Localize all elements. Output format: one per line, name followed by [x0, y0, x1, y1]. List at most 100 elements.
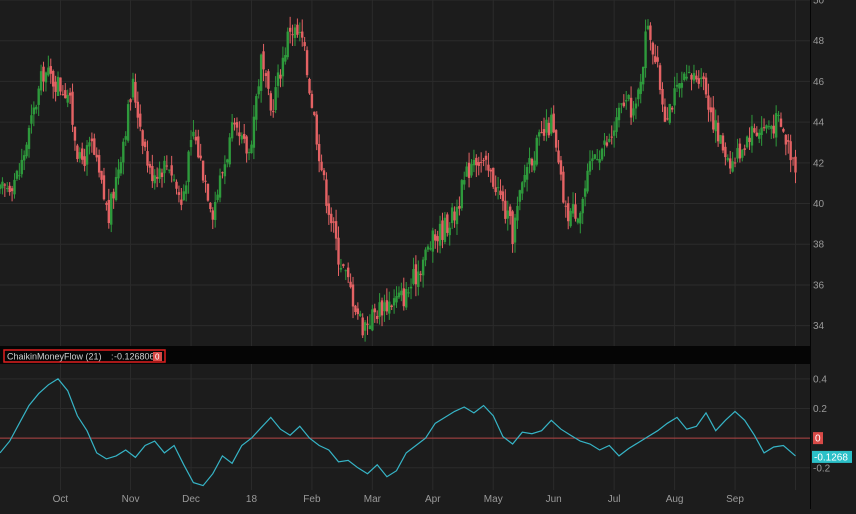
candle-body — [617, 107, 621, 121]
candle-body — [146, 151, 149, 166]
price-tick-label: 44 — [813, 118, 825, 129]
candle-body — [15, 170, 19, 179]
candle-body — [388, 301, 391, 314]
candle-body — [209, 202, 212, 209]
candle-body — [264, 73, 268, 77]
candle-body — [513, 217, 517, 243]
candle-body — [702, 76, 705, 80]
candle-body — [424, 249, 427, 261]
candle-body — [666, 118, 669, 120]
candle-body — [194, 136, 198, 141]
candle-body — [782, 128, 785, 132]
candle-body — [308, 78, 311, 94]
cmf-tick-label: 0.4 — [813, 374, 827, 385]
price-tick-label: 38 — [813, 240, 825, 251]
candle-body — [733, 162, 737, 164]
candle-body — [216, 194, 219, 201]
candle-body — [204, 180, 207, 182]
candle-body — [654, 56, 657, 63]
candle-body — [395, 296, 398, 303]
candle-body — [131, 78, 135, 98]
candle-body — [492, 167, 495, 187]
time-tick-label: 18 — [246, 494, 258, 505]
candle-body — [777, 114, 780, 116]
candle-body — [470, 164, 473, 176]
candle-body — [632, 108, 635, 116]
candle-body — [668, 103, 671, 123]
zero-badge: 0 — [813, 432, 823, 445]
candle-body — [736, 148, 739, 159]
candle-body — [117, 169, 120, 179]
candle-body — [3, 184, 7, 186]
candle-body — [511, 211, 514, 245]
candle-body — [30, 115, 33, 124]
candle-body — [627, 94, 630, 100]
candle-body — [346, 267, 350, 278]
candle-body — [649, 25, 652, 40]
candle-body — [402, 288, 405, 307]
cmf-series-line — [0, 378, 796, 487]
candle-body — [487, 164, 490, 171]
candle-body — [661, 88, 664, 105]
candle-body — [197, 136, 200, 158]
candle-body — [35, 106, 38, 110]
candle-body — [54, 81, 57, 92]
study-label[interactable]: ChaikinMoneyFlow (21) : -0.126806 0 — [3, 349, 166, 363]
cmf-tick-label: -0.2 — [813, 463, 831, 474]
candle-body — [288, 27, 292, 32]
candle-body — [579, 212, 582, 224]
candle-body — [354, 305, 357, 313]
candle-body — [779, 118, 783, 127]
candle-body — [620, 103, 623, 105]
candle-body — [44, 72, 48, 83]
candle-body — [496, 187, 500, 189]
candle-body — [226, 159, 229, 163]
price-tick-label: 40 — [813, 199, 825, 210]
candle-body — [189, 140, 193, 148]
candle-body — [83, 156, 86, 166]
candle-body — [310, 94, 314, 108]
candle-body — [615, 117, 618, 132]
candle-body — [42, 66, 45, 82]
time-axis: Oct Nov Dec 18 Feb Mar Apr May Jun Jul Aug Sep — [53, 494, 745, 505]
candle-body — [407, 292, 410, 294]
candle-body — [644, 31, 647, 69]
candle-body — [105, 203, 108, 205]
candle-body — [518, 190, 522, 202]
candle-body — [412, 269, 415, 284]
candle-body — [405, 288, 408, 308]
candle-body — [709, 107, 713, 113]
study-label-value: -0.126806 — [114, 352, 155, 362]
candle-body — [583, 188, 587, 197]
time-tick-label: Nov — [122, 494, 140, 505]
candle-body — [279, 74, 282, 79]
candle-body — [731, 161, 734, 172]
candle-body — [683, 73, 686, 81]
candle-body — [337, 237, 340, 265]
candle-body — [678, 83, 681, 89]
candle-body — [494, 187, 497, 193]
candle-body — [160, 172, 164, 178]
candle-body — [484, 155, 488, 160]
candle-body — [646, 25, 650, 30]
value-badge: -0.1268 — [812, 450, 852, 463]
candle-body — [10, 188, 14, 192]
study-label-box[interactable] — [3, 349, 166, 363]
candle-body — [608, 138, 611, 142]
candle-body — [206, 183, 210, 201]
candle-body — [100, 170, 103, 180]
candle-body — [201, 160, 205, 181]
candle-body — [139, 113, 142, 127]
candle-body — [554, 130, 558, 148]
candle-body — [305, 50, 309, 76]
candle-body — [143, 141, 147, 148]
candle-body — [293, 27, 297, 39]
candle-body — [729, 158, 732, 169]
candle-body — [610, 136, 613, 138]
candle-body — [235, 122, 239, 128]
candle-body — [438, 223, 442, 246]
candle-body — [56, 76, 60, 97]
candle-body — [281, 57, 285, 77]
candle-body — [571, 204, 575, 214]
candle-body — [322, 170, 326, 176]
